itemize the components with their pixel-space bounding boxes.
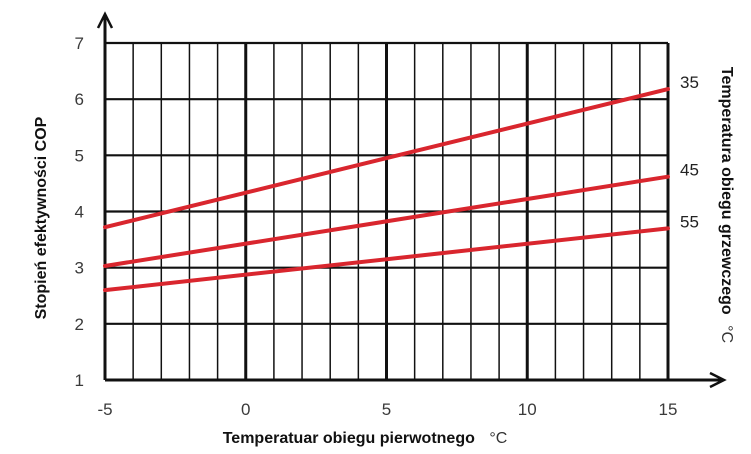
x-tick-label: 10 [518, 400, 537, 419]
series-line-45 [103, 174, 670, 268]
x-axis-arrow-icon [709, 371, 727, 389]
y-tick-label: 7 [75, 34, 84, 53]
x-tick-label: 5 [382, 400, 391, 419]
series-label-35: 35 [680, 73, 699, 92]
series-line-35 [103, 87, 670, 230]
x-axis-title-text: Temperatuar obiegu pierwotnego [223, 430, 475, 447]
tick-labels: 1 2 3 4 5 6 7 -5 0 5 10 15 [75, 34, 678, 419]
x-tick-label: 15 [659, 400, 678, 419]
y-tick-label: 1 [75, 371, 84, 390]
legend-title-text: Temperatura obiegu grzewczego [718, 67, 735, 315]
y-tick-label: 6 [75, 90, 84, 109]
series-label-45: 45 [680, 161, 699, 180]
y-tick-label: 2 [75, 315, 84, 334]
x-tick-label: -5 [97, 400, 112, 419]
y-tick-label: 5 [75, 146, 84, 165]
legend-title-unit: °C [718, 325, 735, 343]
grid [105, 41, 670, 380]
series-label-55: 55 [680, 212, 699, 231]
x-axis-title: Temperatuar obiegu pierwotnego °C [223, 430, 508, 447]
y-tick-label: 3 [75, 259, 84, 278]
x-axis-unit: °C [489, 430, 507, 447]
x-tick-label: 0 [241, 400, 250, 419]
y-axis-arrow-icon [96, 11, 114, 29]
axes [96, 11, 727, 389]
series-line-55 [103, 226, 670, 293]
series-lines: 35 45 55 [103, 73, 699, 293]
y-axis-title: Stopień efektywności COP [33, 116, 50, 319]
y-tick-label: 4 [75, 203, 84, 222]
legend-title: Temperatura obiegu grzewczego °C [718, 67, 735, 343]
